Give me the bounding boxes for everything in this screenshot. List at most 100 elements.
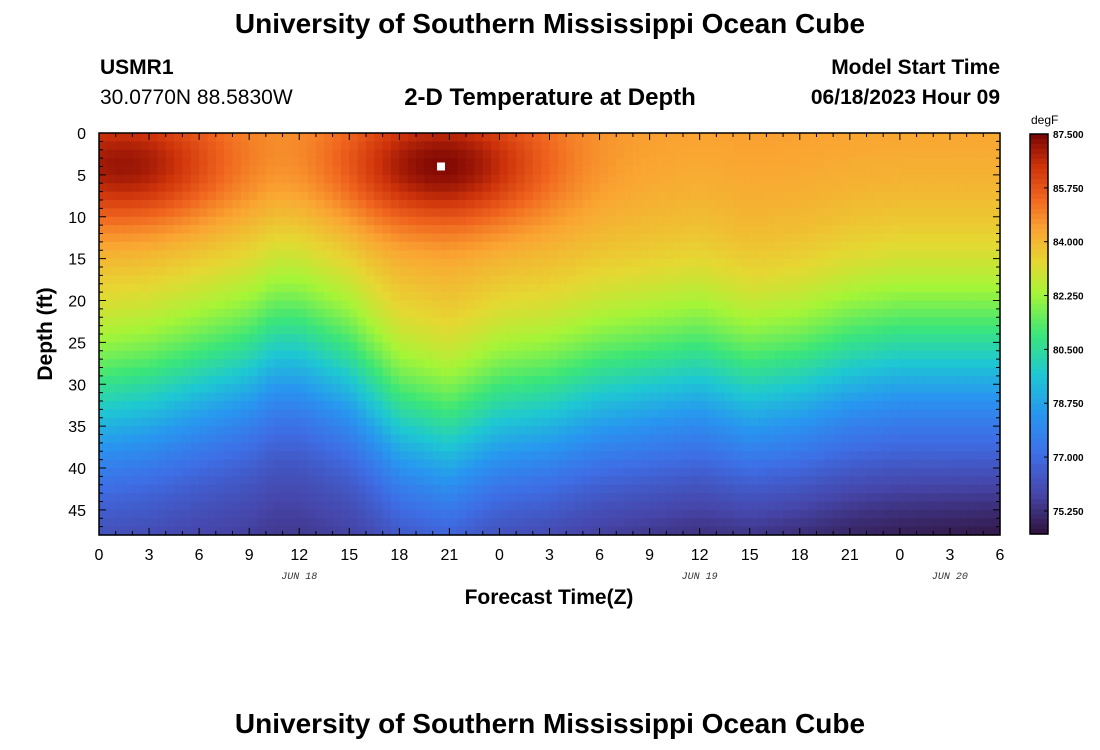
heatmap-cell bbox=[165, 392, 175, 402]
heatmap-cell bbox=[466, 283, 476, 293]
heatmap-cell bbox=[265, 317, 275, 327]
heatmap-cell bbox=[524, 442, 534, 452]
heatmap-cell bbox=[290, 200, 300, 209]
heatmap-cell bbox=[841, 426, 851, 436]
heatmap-cell bbox=[766, 258, 776, 268]
heatmap-cell bbox=[274, 493, 284, 503]
heatmap-cell bbox=[207, 375, 217, 385]
heatmap-cell bbox=[382, 334, 392, 343]
heatmap-cell bbox=[457, 367, 467, 377]
heatmap-cell bbox=[749, 501, 759, 511]
heatmap-cell bbox=[432, 484, 442, 494]
heatmap-cell bbox=[390, 241, 400, 251]
heatmap-cell bbox=[474, 493, 484, 503]
heatmap-cell bbox=[215, 526, 225, 536]
heatmap-cell bbox=[399, 434, 409, 444]
heatmap-cell bbox=[399, 308, 409, 318]
heatmap-cell bbox=[482, 141, 492, 151]
heatmap-cell bbox=[224, 493, 234, 503]
heatmap-cell bbox=[716, 434, 726, 444]
heatmap-cell bbox=[441, 392, 450, 402]
heatmap-cell bbox=[174, 200, 184, 209]
heatmap-cell bbox=[607, 468, 617, 477]
heatmap-cell bbox=[107, 409, 117, 419]
heatmap-cell bbox=[866, 342, 876, 352]
heatmap-cell bbox=[624, 434, 634, 444]
heatmap-cell bbox=[99, 392, 108, 402]
heatmap-cell bbox=[307, 267, 317, 276]
heatmap-cell bbox=[382, 509, 392, 519]
heatmap-cell bbox=[582, 250, 592, 260]
heatmap-cell bbox=[516, 300, 526, 310]
heatmap-cell bbox=[733, 174, 742, 184]
heatmap-cell bbox=[491, 493, 501, 503]
heatmap-cell bbox=[374, 409, 384, 419]
heatmap-cell bbox=[274, 518, 284, 528]
heatmap-cell bbox=[591, 208, 601, 218]
heatmap-cell bbox=[207, 216, 217, 226]
heatmap-cell bbox=[290, 392, 300, 402]
heatmap-cell bbox=[240, 334, 250, 343]
heatmap-cell bbox=[833, 283, 843, 293]
heatmap-cell bbox=[916, 141, 926, 151]
heatmap-cell bbox=[524, 250, 534, 260]
heatmap-cell bbox=[741, 359, 751, 369]
heatmap-cell bbox=[441, 509, 450, 519]
heatmap-cell bbox=[841, 283, 851, 293]
heatmap-cell bbox=[99, 375, 108, 385]
heatmap-cell bbox=[499, 526, 509, 536]
heatmap-cell bbox=[833, 409, 843, 419]
heatmap-cell bbox=[499, 300, 509, 310]
heatmap-cell bbox=[657, 208, 667, 218]
heatmap-cell bbox=[532, 384, 542, 394]
heatmap-cell bbox=[466, 216, 476, 226]
heatmap-cell bbox=[849, 434, 859, 444]
heatmap-cell bbox=[499, 434, 509, 444]
heatmap-cell bbox=[249, 509, 259, 519]
heatmap-cell bbox=[466, 334, 476, 343]
heatmap-cell bbox=[874, 401, 884, 410]
heatmap-cell bbox=[808, 384, 818, 394]
heatmap-cell bbox=[924, 141, 934, 151]
heatmap-cell bbox=[874, 426, 884, 436]
heatmap-cell bbox=[449, 384, 459, 394]
heatmap-cell bbox=[249, 375, 259, 385]
heatmap-cell bbox=[265, 166, 275, 176]
heatmap-cell bbox=[399, 275, 409, 285]
heatmap-cell bbox=[416, 367, 425, 377]
heatmap-cell bbox=[541, 225, 551, 235]
heatmap-cell bbox=[157, 350, 167, 360]
heatmap-cell bbox=[708, 392, 717, 402]
heatmap-cell bbox=[457, 275, 467, 285]
heatmap-cell bbox=[132, 484, 142, 494]
heatmap-cell bbox=[532, 225, 542, 235]
heatmap-cell bbox=[657, 133, 667, 142]
heatmap-cell bbox=[924, 149, 934, 159]
heatmap-cell bbox=[649, 317, 659, 327]
heatmap-cell bbox=[107, 442, 117, 452]
heatmap-cell bbox=[674, 208, 684, 218]
heatmap-cell bbox=[157, 526, 167, 536]
heatmap-cell bbox=[474, 233, 484, 243]
heatmap-cell bbox=[582, 509, 592, 519]
heatmap-cell bbox=[874, 174, 884, 184]
heatmap-cell bbox=[107, 166, 117, 176]
heatmap-cell bbox=[532, 342, 542, 352]
heatmap-cell bbox=[758, 225, 767, 235]
heatmap-cell bbox=[682, 216, 692, 226]
heatmap-cell bbox=[657, 317, 667, 327]
heatmap-cell bbox=[874, 526, 884, 536]
heatmap-cell bbox=[591, 342, 601, 352]
heatmap-cell bbox=[741, 459, 751, 469]
heatmap-cell bbox=[115, 451, 125, 461]
heatmap-cell bbox=[724, 325, 734, 335]
heatmap-cell bbox=[482, 350, 492, 360]
heatmap-cell bbox=[874, 225, 884, 235]
heatmap-cell bbox=[941, 484, 951, 494]
heatmap-cell bbox=[441, 149, 450, 159]
heatmap-cell bbox=[566, 426, 576, 436]
heatmap-cell bbox=[924, 191, 934, 201]
heatmap-cell bbox=[449, 392, 459, 402]
heatmap-cell bbox=[574, 283, 584, 293]
heatmap-cell bbox=[774, 275, 784, 285]
